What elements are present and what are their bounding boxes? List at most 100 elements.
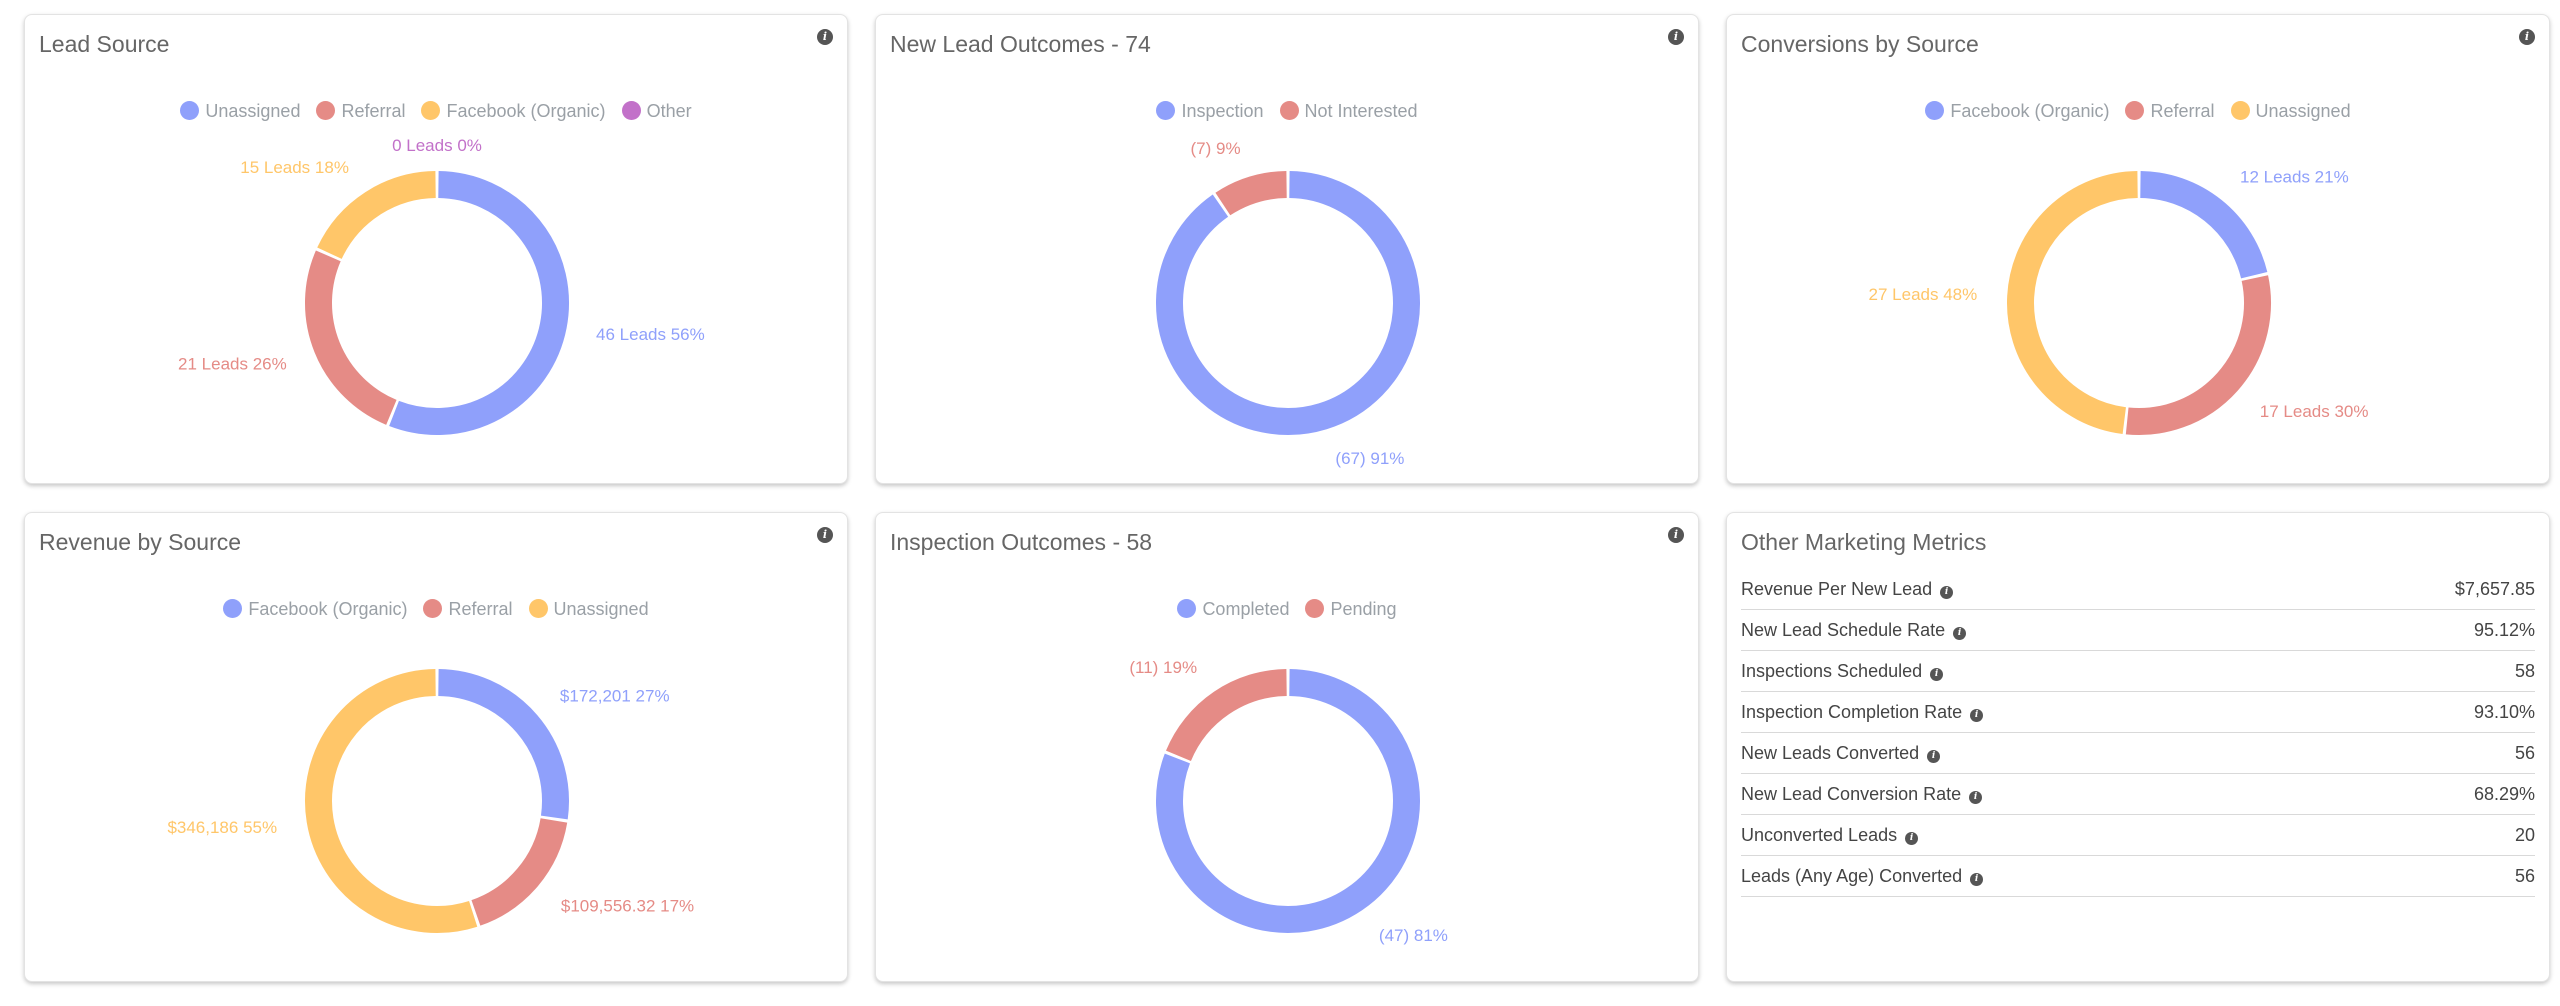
metric-label: New Leads Converted bbox=[1741, 743, 1920, 763]
legend-item[interactable]: Unassigned bbox=[180, 101, 300, 122]
legend-item[interactable]: Not Interested bbox=[1279, 101, 1418, 122]
legend-dot-icon bbox=[421, 101, 441, 120]
metric-label: Leads (Any Age) Converted bbox=[1741, 866, 1963, 886]
metric-value: 56 bbox=[2514, 743, 2535, 763]
chart-card-new-lead-outcomes: New Lead Outcomes - 74 i Inspection Not I… bbox=[875, 14, 1699, 484]
metric-row: New Leads Converted i 56 bbox=[1741, 733, 2535, 774]
info-icon[interactable]: i bbox=[1969, 791, 1983, 804]
legend-item[interactable]: Referral bbox=[2125, 101, 2215, 122]
legend-dot-icon bbox=[2125, 101, 2145, 120]
donut-slice[interactable] bbox=[317, 171, 437, 260]
legend-label: Pending bbox=[1330, 599, 1397, 619]
legend-label: Unassigned bbox=[2255, 101, 2351, 121]
info-icon[interactable]: i bbox=[1953, 627, 1967, 640]
slice-data-label: $109,556.32 17% bbox=[561, 896, 694, 915]
slice-data-label: 17 Leads 30% bbox=[2260, 402, 2369, 421]
metric-label: New Lead Schedule Rate bbox=[1741, 620, 1946, 640]
metric-value: 93.10% bbox=[2473, 702, 2535, 722]
legend-item[interactable]: Facebook (Organic) bbox=[421, 101, 606, 122]
chart-card-revenue-by-source: Revenue by Source i Facebook (Organic) Re… bbox=[24, 512, 848, 982]
donut-slice[interactable] bbox=[1215, 171, 1288, 216]
slice-data-label: (67) 91% bbox=[1335, 449, 1404, 468]
info-icon[interactable]: i bbox=[1970, 873, 1984, 886]
slice-data-label: 0 Leads 0% bbox=[392, 136, 482, 155]
legend-dot-icon bbox=[423, 599, 443, 618]
legend-dot-icon bbox=[316, 101, 336, 120]
metric-label: Revenue Per New Lead bbox=[1741, 579, 1933, 599]
legend-label: Facebook (Organic) bbox=[1950, 101, 2110, 121]
metric-value: 56 bbox=[2514, 866, 2535, 886]
legend-label: Completed bbox=[1202, 599, 1290, 619]
legend-item[interactable]: Facebook (Organic) bbox=[1925, 101, 2109, 122]
metric-value: $7,657.85 bbox=[2454, 579, 2535, 599]
metric-row: Revenue Per New Lead i $7,657.85 bbox=[1741, 569, 2535, 610]
donut-slice[interactable] bbox=[1156, 171, 1420, 435]
donut-slice[interactable] bbox=[2139, 171, 2268, 279]
info-icon[interactable]: i bbox=[1927, 750, 1941, 763]
metric-label: New Lead Conversion Rate bbox=[1741, 784, 1962, 804]
info-icon[interactable]: i bbox=[817, 29, 833, 45]
slice-data-label: (47) 81% bbox=[1379, 926, 1448, 945]
metric-label: Inspection Completion Rate bbox=[1741, 702, 1963, 722]
metric-row: New Lead Schedule Rate i 95.12% bbox=[1741, 610, 2535, 651]
metric-value: 20 bbox=[2514, 825, 2535, 845]
donut-chart: 12 Leads 21% 17 Leads 30% 27 Leads 48% bbox=[1869, 167, 2369, 435]
donut-slice[interactable] bbox=[1156, 669, 1420, 933]
donut-slice[interactable] bbox=[2007, 171, 2138, 434]
slice-data-label: $172,201 27% bbox=[560, 686, 670, 705]
legend-label: Referral bbox=[448, 599, 513, 619]
chart-legend: Completed Pending bbox=[876, 599, 1698, 620]
card-title: Conversions by Source bbox=[1741, 31, 1979, 57]
donut-slice[interactable] bbox=[1165, 669, 1288, 762]
legend-dot-icon bbox=[1156, 101, 1176, 120]
info-icon[interactable]: i bbox=[1930, 668, 1944, 681]
info-icon[interactable]: i bbox=[1668, 527, 1684, 543]
legend-item[interactable]: Other bbox=[621, 101, 692, 122]
legend-item[interactable]: Facebook (Organic) bbox=[223, 599, 407, 620]
legend-label: Unassigned bbox=[205, 101, 301, 121]
donut-slice[interactable] bbox=[305, 250, 397, 425]
legend-item[interactable]: Unassigned bbox=[528, 599, 649, 620]
chart-card-inspection-outcomes: Inspection Outcomes - 58 i Completed Pend… bbox=[875, 512, 1699, 982]
donut-slice[interactable] bbox=[471, 817, 568, 926]
info-icon[interactable]: i bbox=[1668, 29, 1684, 45]
donut-slice[interactable] bbox=[389, 171, 569, 435]
card-title: Lead Source bbox=[39, 31, 170, 57]
legend-item[interactable]: Referral bbox=[423, 599, 513, 620]
metric-row: New Lead Conversion Rate i 68.29% bbox=[1741, 774, 2535, 815]
legend-dot-icon bbox=[223, 599, 243, 618]
legend-label: Not Interested bbox=[1304, 101, 1418, 121]
legend-item[interactable]: Completed bbox=[1177, 599, 1289, 620]
legend-item[interactable]: Inspection bbox=[1156, 101, 1264, 122]
slice-data-label: (11) 19% bbox=[1129, 658, 1197, 677]
legend-dot-icon bbox=[621, 101, 641, 120]
donut-slice[interactable] bbox=[437, 669, 569, 820]
legend-item[interactable]: Referral bbox=[316, 101, 405, 122]
legend-dot-icon bbox=[1177, 599, 1197, 618]
slice-data-label: (7) 9% bbox=[1190, 139, 1240, 158]
donut-slice[interactable] bbox=[305, 669, 478, 933]
chart-legend: Facebook (Organic) Referral Unassigned bbox=[1727, 101, 2549, 122]
chart-legend: Facebook (Organic) Referral Unassigned bbox=[25, 599, 847, 620]
info-icon[interactable]: i bbox=[817, 527, 833, 543]
info-icon[interactable]: i bbox=[1905, 832, 1919, 845]
legend-dot-icon bbox=[2230, 101, 2250, 120]
chart-card-lead-source: Lead Source i Unassigned Referral Facebook… bbox=[24, 14, 848, 484]
legend-dot-icon bbox=[180, 101, 200, 120]
legend-label: Facebook (Organic) bbox=[248, 599, 408, 619]
legend-label: Inspection bbox=[1181, 101, 1264, 121]
legend-item[interactable]: Unassigned bbox=[2230, 101, 2351, 122]
info-icon[interactable]: i bbox=[1940, 586, 1954, 599]
legend-dot-icon bbox=[1925, 101, 1945, 120]
legend-label: Unassigned bbox=[553, 599, 649, 619]
donut-chart: (47) 81% (11) 19% bbox=[1129, 658, 1448, 945]
info-icon[interactable]: i bbox=[2519, 29, 2535, 45]
legend-item[interactable]: Pending bbox=[1305, 599, 1397, 620]
card-title: Other Marketing Metrics bbox=[1741, 529, 1987, 555]
slice-data-label: 27 Leads 48% bbox=[1869, 285, 1978, 304]
info-icon[interactable]: i bbox=[1970, 709, 1984, 722]
card-title: Inspection Outcomes - 58 bbox=[890, 529, 1153, 555]
donut-slice[interactable] bbox=[2125, 275, 2271, 435]
donut-chart: (67) 91% (7) 9% bbox=[1156, 139, 1420, 468]
slice-data-label: 15 Leads 18% bbox=[240, 158, 349, 177]
